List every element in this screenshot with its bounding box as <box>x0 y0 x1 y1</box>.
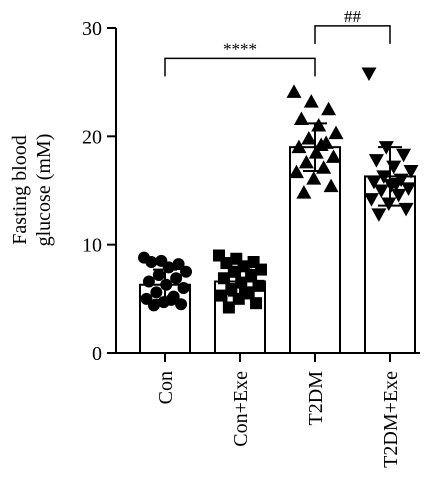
point-T2DM <box>311 118 327 132</box>
point-T2DM+Exe <box>401 182 417 196</box>
point-T2DM <box>306 171 322 185</box>
point-T2DM <box>303 94 319 108</box>
significance-bracket-1 <box>314 25 391 44</box>
point-T2DM <box>313 137 329 151</box>
y-tick-label-0: 0 <box>92 343 102 365</box>
y-axis-title-line1: Fasting blood <box>9 135 31 244</box>
point-Con+Exe <box>250 297 263 310</box>
point-Con+Exe <box>252 279 265 292</box>
y-tick-label-10: 10 <box>82 235 102 257</box>
point-T2DM <box>288 164 304 179</box>
point-Con <box>177 282 190 294</box>
point-T2DM+Exe <box>391 188 407 203</box>
point-T2DM+Exe <box>388 178 404 192</box>
point-Con <box>147 299 160 312</box>
point-T2DM+Exe <box>371 208 387 222</box>
point-Con+Exe <box>217 272 230 285</box>
point-T2DM <box>328 125 344 140</box>
point-Con <box>152 269 165 281</box>
y-tick-label-30: 30 <box>82 18 102 40</box>
point-T2DM+Exe <box>396 148 412 163</box>
point-T2DM+Exe <box>361 67 377 81</box>
point-Con <box>175 298 188 311</box>
point-T2DM <box>323 178 339 193</box>
point-Con+Exe <box>255 263 267 276</box>
point-T2DM <box>293 111 309 125</box>
point-T2DM+Exe <box>381 197 397 211</box>
point-Con+Exe <box>227 265 240 278</box>
point-T2DM+Exe <box>368 154 384 168</box>
point-T2DM+Exe <box>373 184 389 198</box>
point-Con <box>170 272 183 285</box>
point-Con+Exe <box>215 289 228 302</box>
y-tick-label-20: 20 <box>82 126 102 148</box>
point-Con <box>172 258 185 271</box>
y-axis-title: Fasting blood glucose (mM) <box>9 134 55 247</box>
point-T2DM+Exe <box>363 193 379 207</box>
point-T2DM <box>301 131 317 145</box>
x-tick-label-Con+Exe: Con+Exe <box>230 371 252 447</box>
point-T2DM <box>308 145 324 159</box>
point-Con <box>160 278 173 291</box>
point-Con+Exe <box>240 287 253 300</box>
point-Con <box>180 265 192 278</box>
point-T2DM+Exe <box>398 202 414 217</box>
point-Con <box>142 275 155 288</box>
point-T2DM <box>298 154 314 169</box>
significance-label-0: **** <box>223 39 257 58</box>
point-Con+Exe <box>235 276 248 289</box>
point-T2DM <box>291 139 307 154</box>
point-T2DM <box>326 149 342 163</box>
x-tick-label-T2DM+Exe: T2DM+Exe <box>380 371 402 468</box>
point-Con+Exe <box>245 269 258 281</box>
x-tick-label-T2DM: T2DM <box>305 371 327 426</box>
significance-bracket-0 <box>164 57 316 77</box>
point-T2DM <box>321 101 337 116</box>
y-axis-title-line2: glucose (mM) <box>33 134 55 247</box>
x-tick-label-Con: Con <box>155 371 177 404</box>
point-Con+Exe <box>225 283 238 296</box>
point-Con <box>150 286 163 299</box>
point-T2DM <box>296 185 312 199</box>
point-Con+Exe <box>222 301 235 314</box>
plot-area: 0 10 20 30 Con Con+Exe T2DM T2DM+Exe **** ## <box>82 7 420 468</box>
point-T2DM+Exe <box>366 175 382 190</box>
point-T2DM+Exe <box>376 170 392 184</box>
point-T2DM <box>286 84 302 98</box>
point-T2DM+Exe <box>403 165 419 179</box>
significance-label-1: ## <box>344 7 362 26</box>
point-Con <box>145 256 158 268</box>
